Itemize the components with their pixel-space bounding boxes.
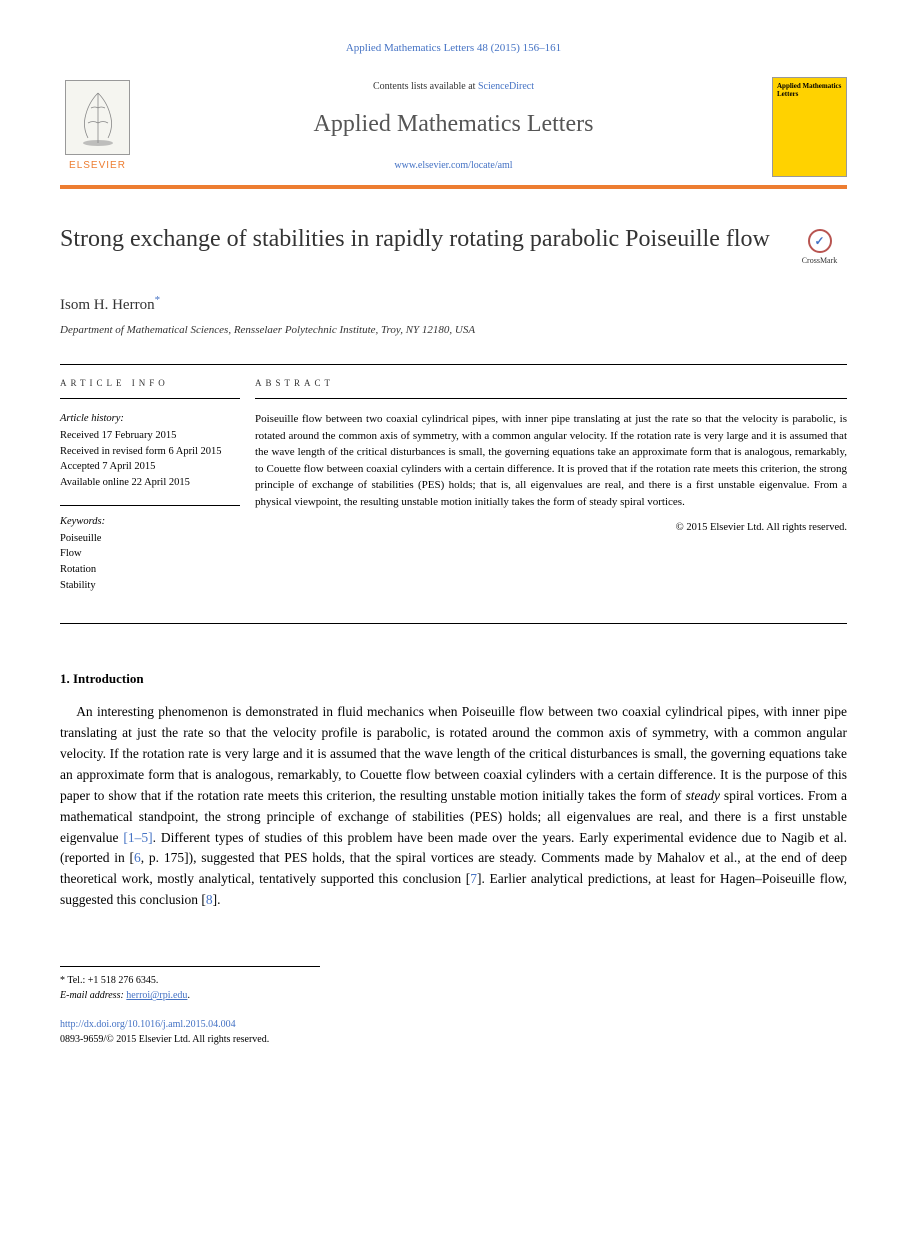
- page-container: Applied Mathematics Letters 48 (2015) 15…: [0, 0, 907, 1097]
- sciencedirect-link[interactable]: ScienceDirect: [478, 81, 534, 92]
- abstract-label: ABSTRACT: [255, 377, 847, 400]
- author-text: Isom H. Herron: [60, 297, 155, 313]
- accepted-date: Accepted 7 April 2015: [60, 459, 240, 475]
- tel-number: +1 518 276 6345.: [88, 975, 159, 986]
- author-footnote-marker: *: [155, 294, 161, 306]
- section-title: Introduction: [73, 671, 144, 686]
- crossmark-icon: ✓: [808, 229, 832, 253]
- crossmark-badge[interactable]: ✓ CrossMark: [792, 229, 847, 267]
- publisher-name: ELSEVIER: [60, 158, 135, 173]
- doi-link[interactable]: http://dx.doi.org/10.1016/j.aml.2015.04.…: [60, 1019, 236, 1030]
- tel-line: * Tel.: +1 518 276 6345.: [60, 973, 320, 988]
- masthead: ELSEVIER Contents lists available at Sci…: [60, 77, 847, 189]
- keywords-block: Keywords: Poiseuille Flow Rotation Stabi…: [60, 505, 240, 594]
- elsevier-tree-icon: [65, 80, 130, 155]
- abstract-copyright: © 2015 Elsevier Ltd. All rights reserved…: [255, 520, 847, 536]
- article-history: Article history: Received 17 February 20…: [60, 411, 240, 491]
- citation-header: Applied Mathematics Letters 48 (2015) 15…: [60, 40, 847, 57]
- info-abstract-block: ARTICLE INFO Article history: Received 1…: [60, 364, 847, 624]
- article-title: Strong exchange of stabilities in rapidl…: [60, 224, 772, 255]
- corresponding-author-footnote: * Tel.: +1 518 276 6345. E-mail address:…: [60, 966, 320, 1003]
- email-link[interactable]: herroi@rpi.edu: [126, 990, 187, 1001]
- abstract-text: Poiseuille flow between two coaxial cyli…: [255, 411, 847, 510]
- contents-prefix: Contents lists available at: [373, 81, 478, 92]
- article-info-label: ARTICLE INFO: [60, 377, 240, 400]
- tel-label: * Tel.:: [60, 975, 88, 986]
- cover-title: Applied Mathematics Letters: [777, 82, 842, 99]
- keyword: Rotation: [60, 562, 240, 578]
- section-number: 1.: [60, 671, 70, 686]
- title-row: Strong exchange of stabilities in rapidl…: [60, 224, 847, 267]
- journal-homepage-link[interactable]: www.elsevier.com/locate/aml: [394, 160, 512, 171]
- author-affiliation: Department of Mathematical Sciences, Ren…: [60, 322, 847, 339]
- article-info-column: ARTICLE INFO Article history: Received 1…: [60, 365, 255, 623]
- author-name: Isom H. Herron*: [60, 292, 847, 317]
- section-heading: 1. Introduction: [60, 669, 847, 689]
- online-date: Available online 22 April 2015: [60, 475, 240, 491]
- journal-cover-thumbnail: Applied Mathematics Letters: [772, 77, 847, 177]
- email-line: E-mail address: herroi@rpi.edu.: [60, 988, 320, 1003]
- body-paragraph: An interesting phenomenon is demonstrate…: [60, 702, 847, 911]
- keyword: Poiseuille: [60, 531, 240, 547]
- masthead-center: Contents lists available at ScienceDirec…: [155, 79, 752, 174]
- journal-name: Applied Mathematics Letters: [155, 106, 752, 142]
- crossmark-label: CrossMark: [792, 255, 847, 267]
- revised-date: Received in revised form 6 April 2015: [60, 444, 240, 460]
- publisher-logo: ELSEVIER: [60, 80, 135, 173]
- keyword: Flow: [60, 546, 240, 562]
- email-label: E-mail address:: [60, 990, 126, 1001]
- issn-copyright: 0893-9659/© 2015 Elsevier Ltd. All right…: [60, 1032, 847, 1047]
- received-date: Received 17 February 2015: [60, 428, 240, 444]
- doi-block: http://dx.doi.org/10.1016/j.aml.2015.04.…: [60, 1017, 847, 1047]
- keyword: Stability: [60, 578, 240, 594]
- abstract-column: ABSTRACT Poiseuille flow between two coa…: [255, 365, 847, 623]
- history-label: Article history:: [60, 411, 240, 427]
- keywords-label: Keywords:: [60, 514, 240, 530]
- contents-available-line: Contents lists available at ScienceDirec…: [155, 79, 752, 94]
